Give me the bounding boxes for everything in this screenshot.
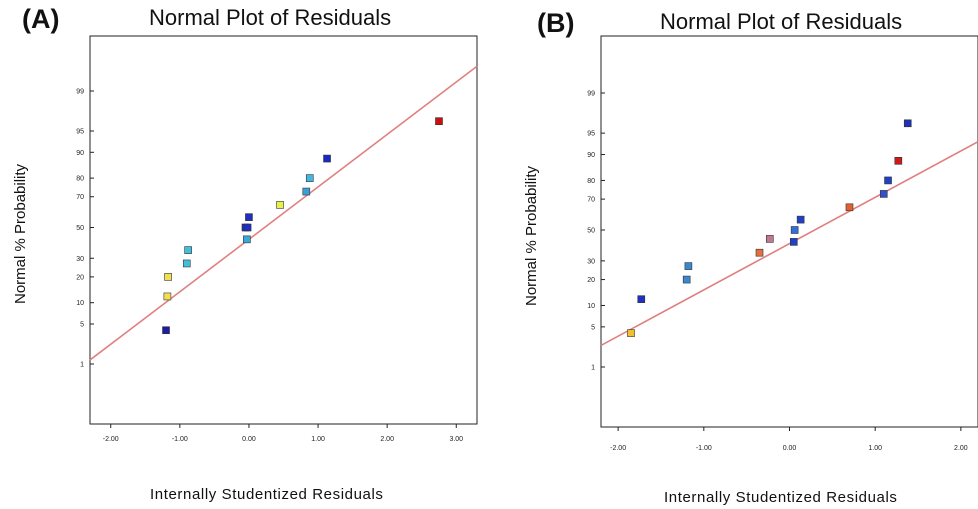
data-point bbox=[637, 295, 646, 303]
y-tick-label: 90 bbox=[76, 150, 84, 157]
data-point bbox=[243, 223, 252, 232]
plot-frame bbox=[89, 35, 478, 425]
data-point bbox=[184, 246, 192, 254]
x-axis-label: Internally Studentized Residuals bbox=[150, 486, 384, 503]
data-point bbox=[627, 329, 635, 337]
y-tick-label: 90 bbox=[587, 152, 595, 159]
x-tick-label: 2.00 bbox=[954, 445, 968, 452]
data-point bbox=[682, 275, 691, 284]
y-tick-label: 70 bbox=[76, 194, 84, 201]
x-tick-label: 3.00 bbox=[449, 436, 463, 443]
y-tick-label: 1 bbox=[80, 362, 84, 369]
y-tick-label: 5 bbox=[591, 324, 595, 331]
data-point bbox=[276, 201, 284, 209]
x-tick-label: 0.00 bbox=[242, 436, 256, 443]
y-tick-label: 99 bbox=[587, 91, 595, 98]
chart-title: Normal Plot of Residuals bbox=[660, 9, 903, 34]
data-point bbox=[302, 187, 311, 196]
data-point bbox=[845, 203, 854, 212]
y-tick-label: 10 bbox=[76, 300, 84, 307]
y-tick-label: 5 bbox=[80, 322, 84, 329]
panel-label: (B) bbox=[537, 8, 575, 38]
data-point bbox=[243, 235, 251, 244]
data-point bbox=[163, 292, 172, 301]
y-tick-label: 50 bbox=[587, 228, 595, 235]
x-axis-label: Internally Studentized Residuals bbox=[664, 489, 898, 506]
y-tick-label: 1 bbox=[591, 365, 595, 372]
y-tick-label: 30 bbox=[76, 256, 84, 263]
y-tick-label: 95 bbox=[587, 131, 595, 138]
data-point bbox=[684, 262, 693, 270]
data-point bbox=[755, 248, 764, 257]
x-tick-label: -2.00 bbox=[103, 436, 119, 443]
data-point bbox=[789, 238, 798, 246]
x-tick-label: -1.00 bbox=[696, 445, 712, 452]
y-tick-label: 50 bbox=[76, 225, 84, 232]
panel-label: (A) bbox=[22, 4, 60, 34]
x-tick-label: 2.00 bbox=[380, 436, 394, 443]
y-tick-label: 80 bbox=[76, 176, 84, 183]
x-tick-label: 0.00 bbox=[783, 445, 797, 452]
data-point bbox=[164, 273, 172, 281]
data-point bbox=[765, 235, 774, 243]
x-tick-label: 1.00 bbox=[868, 445, 882, 452]
y-tick-label: 20 bbox=[76, 274, 84, 281]
data-point bbox=[162, 326, 170, 335]
data-point bbox=[879, 190, 888, 198]
data-point bbox=[435, 117, 443, 125]
y-tick-label: 20 bbox=[587, 277, 595, 284]
data-point bbox=[790, 226, 799, 234]
data-point bbox=[894, 157, 903, 165]
y-tick-label: 10 bbox=[587, 303, 595, 310]
y-tick-label: 99 bbox=[76, 89, 84, 96]
y-tick-label: 95 bbox=[76, 128, 84, 135]
y-tick-label: 70 bbox=[587, 197, 595, 204]
data-point bbox=[305, 174, 314, 182]
y-tick-label: 30 bbox=[587, 258, 595, 265]
data-point bbox=[903, 119, 912, 128]
reference-line bbox=[89, 65, 478, 361]
data-point bbox=[323, 154, 331, 163]
data-point bbox=[884, 176, 892, 185]
x-tick-label: -1.00 bbox=[172, 436, 188, 443]
data-point bbox=[796, 215, 805, 224]
data-point bbox=[245, 213, 253, 221]
reference-line bbox=[600, 141, 978, 347]
x-tick-label: 1.00 bbox=[311, 436, 325, 443]
x-tick-label: -2.00 bbox=[610, 445, 626, 452]
chart-title: Normal Plot of Residuals bbox=[149, 5, 392, 30]
data-point bbox=[182, 259, 191, 268]
y-tick-label: 80 bbox=[587, 178, 595, 185]
plot-frame bbox=[600, 35, 978, 428]
